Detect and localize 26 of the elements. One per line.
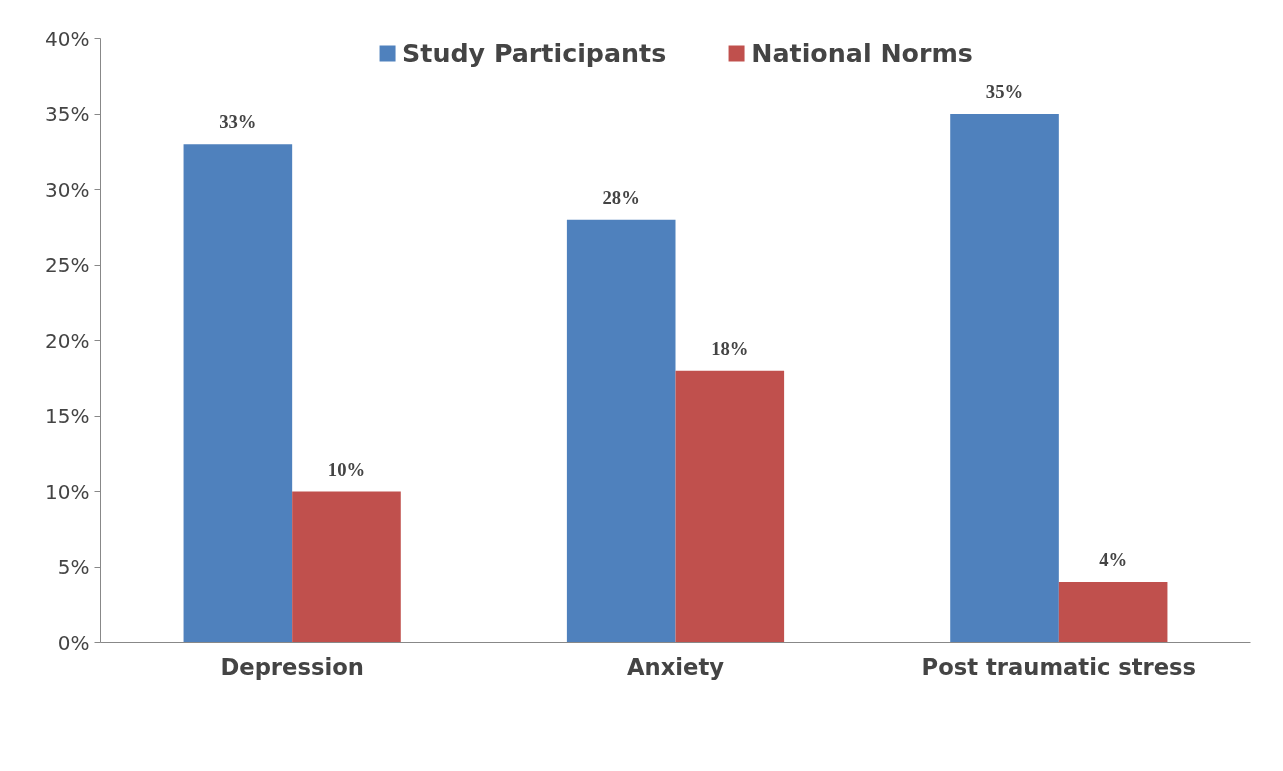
legend-label: National Norms: [751, 38, 973, 68]
x-tick-label: Anxiety: [627, 653, 725, 680]
bar: [1058, 582, 1168, 643]
bar: [950, 114, 1059, 643]
x-tick-label: Depression: [220, 653, 364, 680]
bar: [566, 219, 676, 643]
data-label: 28%: [602, 186, 640, 208]
y-tick-label: 40%: [45, 26, 90, 51]
data-label: 4%: [1099, 549, 1128, 571]
legend-label: Study Participants: [402, 38, 667, 68]
y-tick-label: 0%: [57, 630, 90, 655]
bar: [292, 491, 401, 643]
y-tick-label: 10%: [45, 479, 90, 504]
y-tick-label: 20%: [45, 328, 90, 353]
y-tick-label: 5%: [57, 555, 90, 579]
bar: [183, 144, 293, 643]
data-label: 18%: [711, 337, 749, 359]
x-tick-label: Post traumatic stress: [921, 653, 1197, 680]
y-tick-label: 25%: [45, 253, 90, 277]
y-tick-label: 30%: [45, 177, 90, 202]
y-tick-label: 35%: [45, 102, 90, 126]
y-tick-label: 15%: [45, 404, 90, 428]
data-label: 10%: [327, 458, 366, 480]
bar: [675, 370, 785, 643]
data-label: 35%: [985, 81, 1024, 102]
data-label: 33%: [219, 111, 257, 133]
